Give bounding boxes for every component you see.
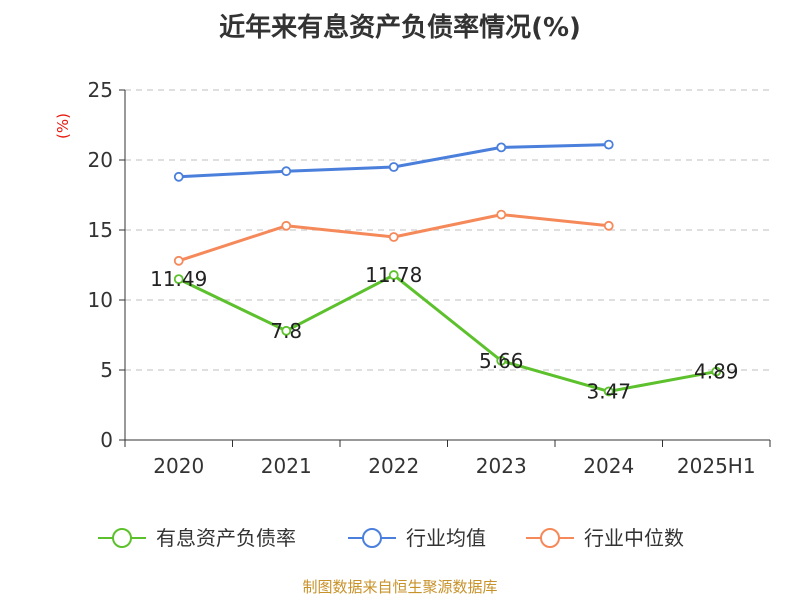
legend-label: 行业中位数 [584, 526, 684, 550]
series-lines [173, 139, 722, 397]
legend-marker [362, 528, 382, 548]
data-label: 11.49 [150, 267, 207, 291]
legend-label: 行业均值 [406, 526, 486, 550]
y-axis-unit-label: (%) [54, 113, 72, 139]
x-tick-label: 2024 [583, 454, 634, 478]
data-label: 7.8 [270, 319, 302, 343]
data-point [496, 209, 507, 220]
data-point [173, 274, 184, 285]
y-tick-label: 15 [88, 218, 113, 242]
data-label: 5.66 [479, 349, 524, 373]
data-point [281, 166, 292, 177]
series-line [178, 143, 609, 179]
data-point [173, 255, 184, 266]
y-tick-label: 0 [100, 428, 113, 452]
series-line [178, 273, 717, 393]
data-point [173, 171, 184, 182]
data-labels: 11.49 7.8 11.78 5.66 3.47 4.89 [150, 263, 738, 403]
data-point [388, 232, 399, 242]
data-point [496, 355, 507, 366]
data-label: 4.89 [694, 360, 739, 384]
y-tick-label: 20 [88, 148, 113, 172]
data-point [603, 139, 614, 150]
legend-marker [540, 528, 560, 548]
y-tick-label: 25 [88, 78, 113, 102]
x-tick-label: 2022 [368, 454, 419, 478]
data-label: 11.78 [365, 263, 422, 287]
data-point [603, 386, 614, 397]
gridlines [125, 89, 770, 371]
data-point [496, 142, 507, 153]
axes: 0 5 10 15 20 25 2020 2021 2022 2023 2024 2025H1 [88, 78, 771, 478]
data-point [603, 220, 614, 231]
legend-marker [112, 528, 132, 548]
y-tick-label: 10 [88, 288, 113, 312]
data-point [388, 270, 399, 280]
y-tick-label: 5 [100, 358, 113, 382]
data-point [281, 220, 292, 231]
data-label: 3.47 [586, 379, 631, 403]
data-point [388, 162, 399, 172]
source-note: 制图数据来自恒生聚源数据库 [302, 578, 497, 596]
data-point [281, 325, 292, 336]
legend-label: 有息资产负债率 [156, 526, 296, 550]
x-tick-label: 2020 [153, 454, 204, 478]
chart-title: 近年来有息资产负债率情况(%) [219, 12, 581, 43]
x-tick-label: 2021 [261, 454, 312, 478]
x-tick-label: 2025H1 [677, 454, 756, 478]
x-tick-label: 2023 [476, 454, 527, 478]
data-point [711, 366, 722, 377]
legend: 有息资产负债率 行业均值 行业中位数 [98, 526, 684, 550]
